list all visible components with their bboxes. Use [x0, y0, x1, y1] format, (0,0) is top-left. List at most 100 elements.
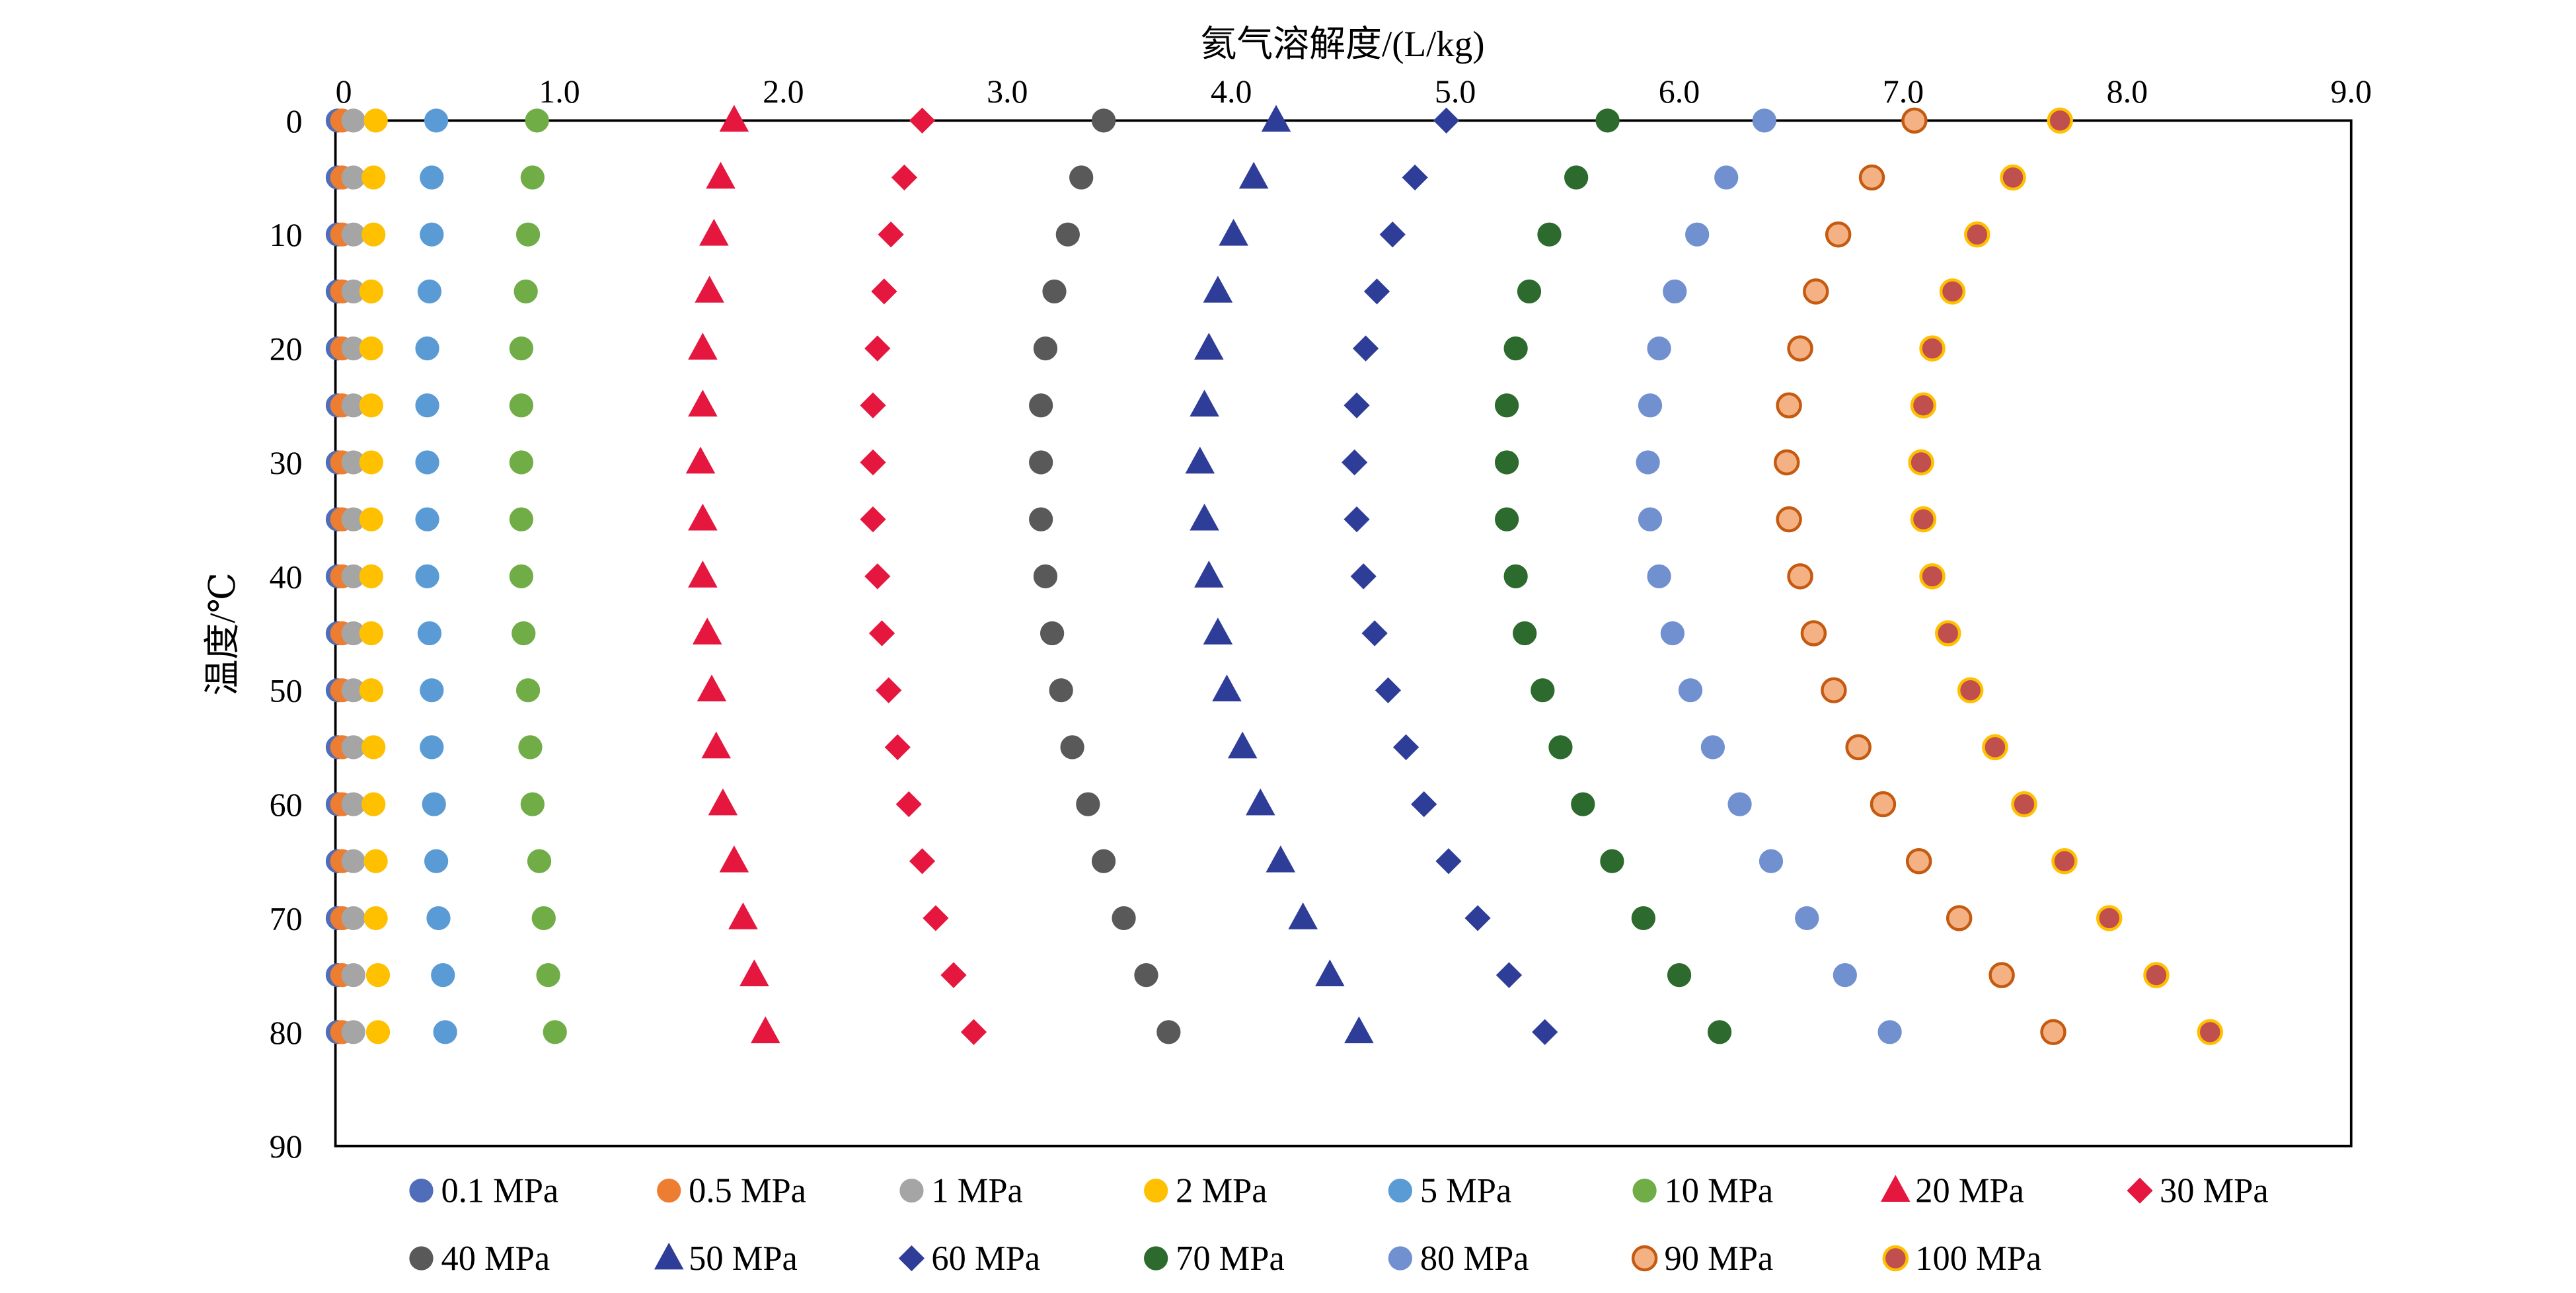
data-point [420, 165, 444, 190]
y-tick-label: 30 [270, 444, 303, 481]
data-point [1379, 221, 1406, 248]
data-point [1939, 278, 1966, 305]
legend-marker [1388, 1179, 1412, 1203]
data-point [706, 161, 736, 189]
data-point [509, 564, 534, 588]
legend-item: 2 MPa [1144, 1172, 1268, 1210]
data-point [363, 906, 388, 931]
y-tick-label: 60 [270, 786, 303, 823]
legend-item: 60 MPa [898, 1239, 1040, 1278]
legend-label: 80 MPa [1420, 1239, 1529, 1278]
data-point [1776, 506, 1802, 533]
data-point [509, 450, 534, 475]
data-point [361, 735, 386, 760]
data-point [719, 845, 749, 873]
data-point [1375, 677, 1402, 703]
legend-marker [1388, 1246, 1412, 1271]
legend-label: 30 MPa [2160, 1172, 2269, 1210]
data-point [1759, 849, 1784, 873]
legend-label: 90 MPa [1665, 1239, 1774, 1278]
data-point [1905, 848, 1932, 875]
data-point [701, 731, 732, 759]
legend-item: 1 MPa [899, 1172, 1023, 1210]
data-point [695, 276, 724, 303]
data-point [415, 336, 439, 361]
data-point [685, 446, 716, 474]
legend-marker [2127, 1177, 2153, 1204]
data-point [1910, 392, 1937, 419]
data-point [433, 1020, 457, 1044]
legend-item: 10 MPa [1632, 1172, 1774, 1210]
data-point [1350, 563, 1377, 590]
data-point [341, 165, 365, 190]
series-40-mpa [1029, 108, 1181, 1044]
data-point [1315, 959, 1345, 986]
legend-label: 1 MPa [931, 1172, 1022, 1210]
data-point [923, 905, 949, 931]
data-point [359, 336, 383, 361]
data-point [1773, 449, 1800, 476]
data-point [531, 906, 556, 931]
data-point [1845, 734, 1872, 761]
legend-item: 30 MPa [2127, 1172, 2269, 1210]
data-point [891, 164, 918, 191]
data-point [1667, 963, 1692, 988]
data-point [1227, 731, 1258, 759]
legend-label: 10 MPa [1665, 1172, 1774, 1210]
legend-label: 2 MPa [1176, 1172, 1267, 1210]
data-point [1678, 678, 1703, 703]
data-point [1803, 278, 1829, 305]
data-point [1069, 165, 1094, 190]
legend-marker [898, 1245, 925, 1272]
data-point [2143, 962, 2170, 988]
y-tick-label: 10 [270, 216, 303, 253]
data-point [1212, 674, 1242, 702]
data-point [1156, 1020, 1181, 1044]
data-point [365, 963, 391, 988]
data-point [1238, 161, 1269, 189]
data-point [1246, 788, 1275, 816]
data-point [1185, 446, 1215, 474]
legend-marker [1631, 1245, 1658, 1272]
y-tick-label: 90 [270, 1128, 303, 1165]
data-point [708, 788, 738, 816]
data-point [1203, 617, 1233, 645]
legend-label: 100 MPa [1915, 1239, 2041, 1278]
data-point [1800, 620, 1827, 646]
data-point [361, 222, 386, 247]
data-point [860, 392, 886, 418]
data-point [1548, 735, 1573, 760]
legend: 0.1 MPa 0.5 MPa 1 MPa 2 MPa 5 MPa 10 MPa 20 MP… [409, 1172, 2269, 1278]
data-point [1564, 165, 1589, 190]
data-point [359, 564, 383, 588]
data-point [1647, 336, 1671, 361]
data-point [1600, 849, 1624, 873]
data-point [1435, 848, 1462, 875]
data-point [1288, 902, 1318, 929]
data-point [1194, 333, 1224, 360]
data-point [1982, 734, 2008, 761]
data-point [909, 107, 936, 134]
data-point [426, 906, 451, 931]
data-point [1503, 336, 1528, 361]
data-point [1571, 792, 1595, 816]
data-point [363, 849, 388, 873]
data-point [1638, 393, 1663, 418]
data-point [515, 678, 541, 703]
data-point [876, 677, 902, 703]
y-tick-labels: 0 10 20 30 40 50 60 70 80 90 [270, 102, 303, 1165]
data-point [1870, 791, 1897, 818]
data-point [2051, 848, 2078, 875]
legend-marker [1144, 1179, 1168, 1203]
data-point [1203, 276, 1233, 303]
x-tick-label: 2.0 [763, 73, 804, 110]
data-point [1877, 1020, 1902, 1044]
data-point [361, 792, 386, 816]
data-point [1464, 905, 1491, 931]
legend-marker [654, 1242, 684, 1270]
data-point [1076, 792, 1100, 816]
data-point [341, 906, 365, 931]
data-point [1787, 335, 1813, 362]
series-30-mpa [860, 107, 987, 1045]
data-point [341, 222, 365, 247]
